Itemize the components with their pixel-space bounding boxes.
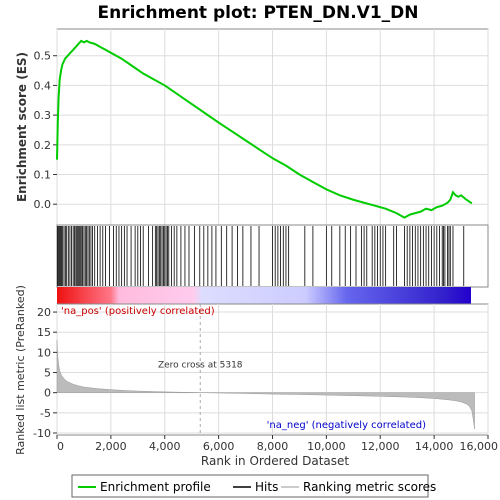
hits-lines — [57, 226, 465, 286]
metric-tick-label: 0 — [44, 387, 51, 400]
color-bar-gradient — [57, 287, 471, 304]
legend: Enrichment profile Hits Ranking metric s… — [71, 474, 436, 498]
x-tick-label: 2,000 — [95, 440, 127, 453]
metric-panel: -10 -5 0 5 10 15 20 Zero cross at 5318 'na_pos… — [33, 303, 489, 440]
x-tick-label: 0 — [57, 440, 64, 453]
legend-enrichment-profile: Enrichment profile — [100, 480, 211, 494]
x-tick-label: 10,000 — [307, 440, 346, 453]
hits-panel — [56, 224, 489, 288]
enrichment-profile-line — [56, 39, 473, 219]
es-tick-label: 0.4 — [34, 79, 52, 92]
x-tick-label: 16,000 — [460, 440, 499, 453]
neg-correlated-label: 'na_neg' (negatively correlated) — [267, 420, 426, 431]
legend-hits: Hits — [255, 480, 278, 494]
pos-correlated-label: 'na_pos' (positively correlated) — [61, 306, 215, 317]
ranking-metric-area — [56, 340, 475, 429]
metric-grid — [56, 304, 489, 435]
es-tick-label: 0.2 — [34, 139, 52, 152]
x-tick-label: 4,000 — [149, 440, 181, 453]
es-tick-label: 0.3 — [34, 109, 52, 122]
metric-y-axis-label: Ranked list metric (PreRanked) — [14, 285, 27, 455]
metric-tick-label: 5 — [44, 367, 51, 380]
es-panel: 0.0 0.1 0.2 0.3 0.4 0.5 — [34, 28, 489, 226]
legend-ranking-metric-scores: Ranking metric scores — [303, 480, 436, 494]
metric-tick-label: -5 — [40, 407, 51, 420]
x-tick-label: 8,000 — [257, 440, 289, 453]
x-axis-ticks: 0 2,000 4,000 6,000 8,000 10,000 12,000 14,000 1… — [56, 435, 499, 453]
x-tick-label: 14,000 — [415, 440, 454, 453]
metric-tick-label: 15 — [37, 326, 51, 339]
es-grid — [56, 29, 489, 225]
metric-tick-label: 10 — [37, 346, 51, 359]
chart-title: Enrichment plot: PTEN_DN.V1_DN — [97, 3, 418, 23]
legend-frame — [71, 474, 429, 498]
rank-color-bar — [57, 287, 471, 304]
metric-tick-label: -10 — [33, 427, 51, 440]
es-tick-label: 0.0 — [34, 198, 52, 211]
metric-y-ticks: -10 -5 0 5 10 15 20 — [33, 306, 57, 440]
zero-cross-label: Zero cross at 5318 — [158, 361, 243, 371]
es-tick-label: 0.5 — [34, 50, 52, 63]
x-tick-label: 12,000 — [361, 440, 400, 453]
x-axis-label: Rank in Ordered Dataset — [201, 454, 349, 468]
es-tick-label: 0.1 — [34, 169, 52, 182]
es-y-ticks: 0.0 0.1 0.2 0.3 0.4 0.5 — [34, 50, 57, 211]
x-tick-label: 6,000 — [203, 440, 235, 453]
es-y-axis-label: Enrichment score (ES) — [15, 52, 29, 202]
metric-tick-label: 20 — [37, 306, 51, 319]
